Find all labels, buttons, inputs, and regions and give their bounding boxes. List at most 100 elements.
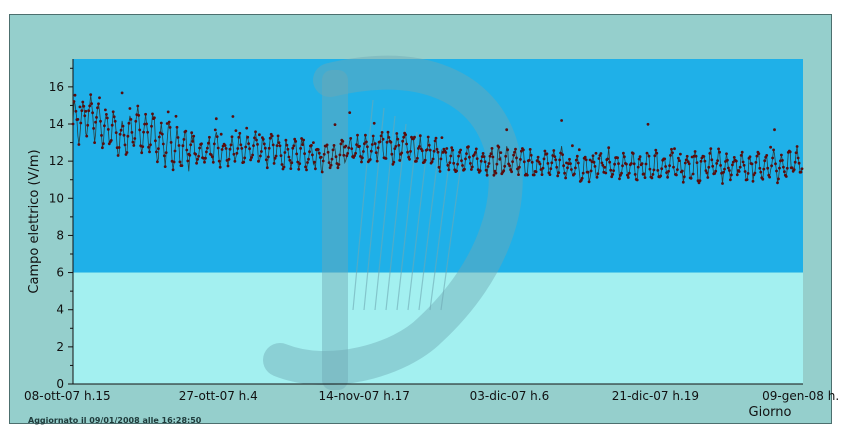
data-point: [655, 151, 659, 155]
data-point: [234, 129, 238, 133]
data-point: [258, 133, 261, 137]
data-point: [552, 149, 556, 152]
data-point: [387, 136, 391, 139]
y-tick-label: 4: [56, 303, 64, 317]
data-point: [251, 153, 255, 157]
data-point: [244, 145, 248, 149]
x-tick-label: 27-ott-07 h.4: [179, 389, 258, 403]
data-point: [364, 133, 367, 137]
data-point: [240, 147, 244, 150]
data-point: [100, 134, 103, 137]
data-point: [155, 150, 158, 154]
data-point: [348, 111, 352, 114]
data-point: [140, 151, 144, 155]
data-point: [255, 138, 258, 142]
data-point: [91, 111, 94, 115]
data-point: [206, 146, 209, 150]
data-point: [237, 135, 241, 139]
data-point: [356, 133, 359, 137]
above-threshold-band: [73, 59, 803, 273]
data-point: [171, 168, 175, 172]
data-point: [771, 156, 774, 160]
data-point: [87, 109, 91, 113]
data-point: [671, 151, 674, 155]
data-point: [190, 131, 194, 135]
data-point: [516, 167, 519, 171]
data-point: [300, 137, 303, 140]
data-point: [644, 162, 648, 166]
data-point: [268, 136, 272, 140]
y-tick-label: 14: [49, 117, 64, 131]
data-point: [260, 150, 263, 153]
data-point: [478, 169, 482, 173]
data-point: [137, 114, 141, 117]
data-point: [740, 150, 744, 154]
data-point: [459, 148, 462, 152]
data-point: [246, 135, 250, 139]
data-point: [469, 162, 472, 165]
data-point: [360, 160, 363, 164]
data-point: [211, 160, 215, 164]
data-point: [266, 155, 270, 159]
data-point: [725, 152, 728, 156]
data-point: [484, 168, 488, 172]
data-point: [327, 161, 331, 165]
data-point: [265, 166, 269, 170]
y-tick-label: 12: [49, 154, 64, 168]
data-point: [89, 93, 93, 96]
data-point: [696, 179, 700, 183]
data-point: [778, 166, 781, 170]
data-point: [347, 146, 351, 150]
data-point: [447, 168, 451, 172]
data-point: [192, 134, 196, 138]
data-point: [354, 151, 357, 155]
data-point: [588, 158, 592, 162]
data-point: [232, 152, 236, 156]
data-point: [181, 144, 185, 148]
data-point: [404, 133, 407, 137]
data-point: [236, 147, 240, 150]
data-point: [271, 143, 275, 147]
data-point: [316, 148, 320, 151]
data-point: [450, 146, 454, 150]
data-point: [557, 171, 561, 175]
data-point: [629, 162, 633, 165]
data-point: [405, 142, 408, 146]
data-point: [310, 144, 313, 147]
data-point: [730, 173, 733, 177]
data-point: [280, 163, 284, 166]
data-point: [772, 148, 775, 152]
data-point: [682, 175, 686, 179]
data-point: [172, 160, 176, 164]
data-point: [295, 152, 299, 156]
data-point: [212, 142, 216, 146]
data-point: [154, 139, 157, 143]
data-point: [560, 119, 563, 122]
data-point: [220, 148, 224, 151]
data-point: [262, 142, 266, 146]
data-point: [366, 145, 369, 149]
harp-frame-shape: [263, 55, 523, 386]
data-point: [574, 166, 577, 170]
data-point: [336, 166, 340, 170]
data-point: [83, 114, 87, 118]
data-point: [72, 100, 76, 103]
data-point: [147, 145, 151, 149]
data-point: [464, 157, 467, 161]
data-point: [132, 144, 136, 147]
data-point: [203, 160, 206, 164]
data-point: [666, 175, 669, 179]
harp-logo-icon: [263, 55, 523, 390]
data-point: [345, 154, 349, 158]
data-point: [158, 131, 162, 135]
data-point: [456, 162, 459, 166]
data-point: [490, 147, 494, 150]
data-point: [498, 157, 502, 161]
data-point: [711, 164, 715, 168]
data-point: [349, 137, 353, 140]
data-point: [467, 145, 470, 149]
data-point: [485, 173, 489, 177]
data-point: [161, 142, 165, 146]
data-point: [475, 157, 479, 161]
